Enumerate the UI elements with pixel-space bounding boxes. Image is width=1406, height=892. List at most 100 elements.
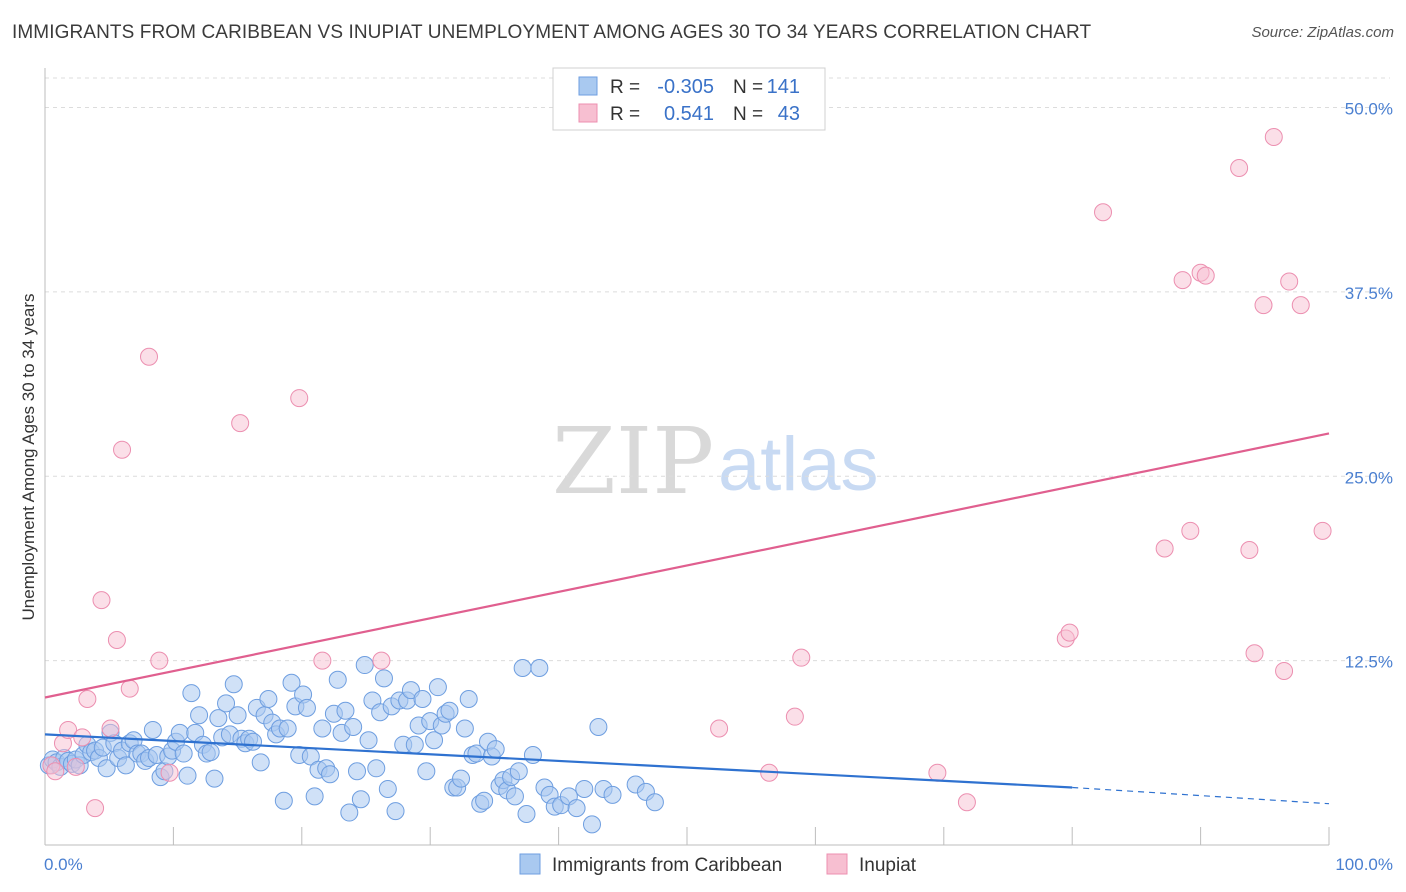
point-caribbean	[645, 793, 664, 812]
point-inupiat	[313, 651, 332, 670]
point-inupiat	[120, 679, 139, 698]
point-inupiat	[1196, 266, 1215, 285]
point-inupiat	[1173, 271, 1192, 290]
point-inupiat	[101, 719, 120, 738]
point-caribbean	[475, 791, 494, 810]
point-inupiat	[1291, 296, 1310, 315]
point-caribbean	[378, 779, 397, 798]
point-caribbean	[224, 675, 243, 694]
point-inupiat	[1245, 644, 1264, 663]
point-inupiat	[1230, 158, 1249, 177]
point-inupiat	[150, 651, 169, 670]
point-caribbean	[178, 766, 197, 785]
watermark-zip: ZIP	[552, 408, 714, 515]
point-caribbean	[182, 684, 201, 703]
point-caribbean	[259, 689, 278, 708]
point-inupiat	[1264, 128, 1283, 146]
point-caribbean	[201, 743, 220, 762]
legend-n-value-1: 141	[767, 76, 800, 98]
point-caribbean	[355, 656, 374, 675]
point-inupiat	[785, 707, 804, 726]
point-caribbean	[336, 701, 355, 720]
bottom-legend-caribbean: Immigrants from Caribbean	[552, 855, 782, 876]
point-caribbean	[297, 698, 316, 717]
bottom-legend: Immigrants from Caribbean Inupiat	[519, 853, 917, 876]
point-inupiat	[113, 440, 132, 459]
legend-n-label-2: N =	[733, 104, 763, 125]
point-caribbean	[174, 744, 193, 763]
point-caribbean	[321, 765, 340, 784]
point-caribbean	[348, 762, 367, 781]
trend-line-inupiat	[44, 432, 1330, 699]
legend: R = -0.305 N = 141 R = 0.541 N = 43	[552, 67, 826, 131]
point-caribbean	[209, 709, 228, 728]
point-caribbean	[244, 732, 263, 751]
point-caribbean	[228, 706, 247, 725]
point-caribbean	[505, 787, 524, 806]
point-caribbean	[567, 799, 586, 818]
point-inupiat	[92, 591, 111, 610]
point-caribbean	[217, 694, 236, 713]
point-caribbean	[359, 731, 378, 750]
bottom-legend-inupiat: Inupiat	[859, 855, 917, 876]
source-label: Source: ZipAtlas.com	[1251, 24, 1394, 41]
series-inupiat	[42, 128, 1332, 818]
point-inupiat	[160, 763, 179, 782]
point-caribbean	[386, 802, 405, 821]
point-inupiat	[46, 762, 65, 781]
point-caribbean	[530, 659, 549, 677]
legend-box	[552, 67, 826, 131]
y-axis-label: Unemployment Among Ages 30 to 34 years	[19, 294, 38, 621]
axes	[44, 68, 1330, 846]
legend-swatch-inupiat	[578, 103, 598, 123]
legend-r-value-2: 0.541	[664, 103, 714, 125]
point-caribbean	[452, 769, 471, 788]
tick-labels: 12.5% 25.0% 37.5% 50.0% 0.0% 100.0%	[44, 100, 1393, 875]
point-inupiat	[140, 347, 159, 366]
legend-r-label-2: R =	[610, 104, 640, 125]
point-inupiat	[1155, 539, 1174, 558]
point-inupiat	[1280, 272, 1299, 291]
point-inupiat	[1181, 521, 1200, 540]
point-caribbean	[405, 735, 424, 754]
point-caribbean	[374, 669, 393, 688]
point-inupiat	[792, 648, 811, 667]
point-inupiat	[231, 414, 250, 433]
point-caribbean	[282, 673, 301, 692]
trend-line-caribbean-extension	[1072, 786, 1330, 805]
point-inupiat	[1254, 296, 1273, 315]
point-inupiat	[928, 763, 947, 782]
bottom-legend-swatch-caribbean	[519, 853, 541, 875]
y-tick-label: 12.5%	[1345, 653, 1393, 672]
legend-n-label-1: N =	[733, 77, 763, 98]
point-caribbean	[351, 790, 370, 809]
y-tick-label: 25.0%	[1345, 468, 1393, 487]
point-inupiat	[86, 799, 105, 818]
point-caribbean	[425, 731, 444, 750]
point-caribbean	[417, 762, 436, 781]
point-caribbean	[143, 720, 162, 739]
point-caribbean	[313, 719, 332, 738]
point-caribbean	[440, 701, 459, 720]
point-caribbean	[413, 689, 432, 708]
point-caribbean	[486, 740, 505, 759]
point-caribbean	[97, 759, 116, 778]
point-caribbean	[328, 670, 347, 689]
chart-title: IMMIGRANTS FROM CARIBBEAN VS INUPIAT UNE…	[12, 22, 1092, 43]
point-caribbean	[455, 719, 474, 738]
point-inupiat	[78, 689, 97, 708]
point-caribbean	[305, 787, 324, 806]
point-inupiat	[1313, 521, 1332, 540]
point-caribbean	[340, 803, 359, 822]
y-tick-label: 50.0%	[1345, 100, 1393, 119]
point-caribbean	[509, 762, 528, 781]
point-caribbean	[459, 689, 478, 708]
point-caribbean	[589, 718, 608, 736]
point-caribbean	[575, 779, 594, 798]
legend-r-value-1: -0.305	[657, 76, 714, 98]
x-tick-label: 100.0%	[1335, 855, 1393, 874]
point-inupiat	[59, 720, 78, 739]
legend-swatch-caribbean	[578, 76, 598, 96]
x-tick-label: 0.0%	[44, 855, 83, 874]
bottom-legend-swatch-inupiat	[826, 853, 848, 875]
